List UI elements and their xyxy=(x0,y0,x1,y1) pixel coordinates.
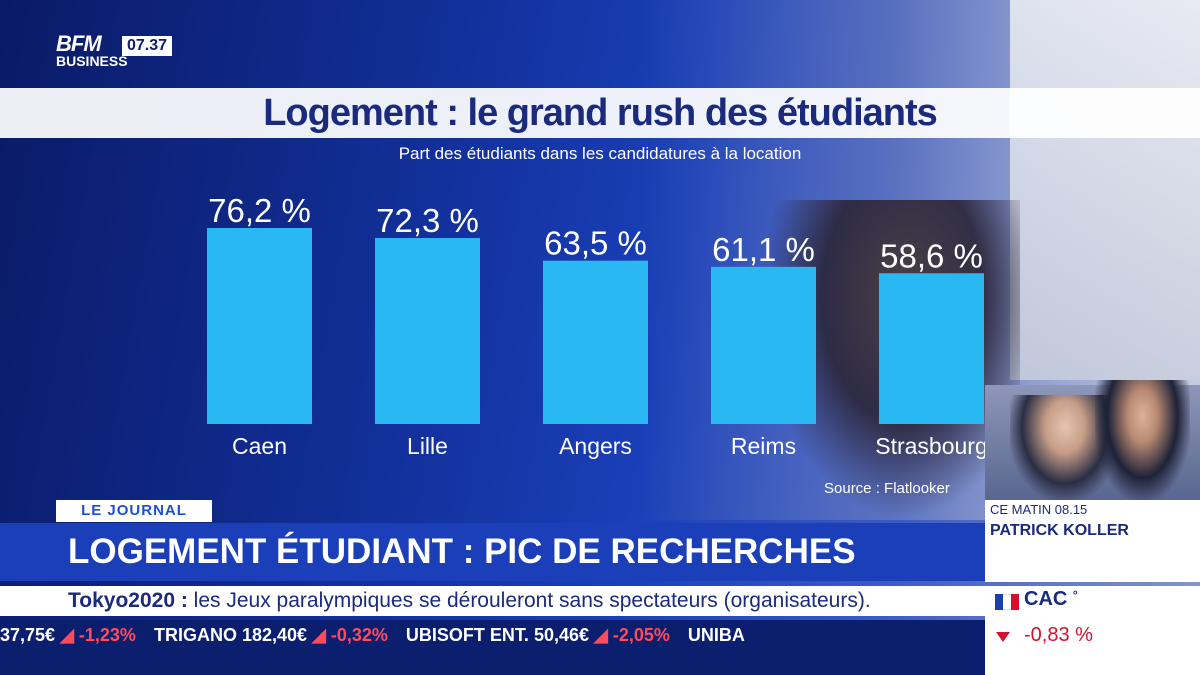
stock-change: ◢ -1,23% xyxy=(60,625,136,645)
value-label-angers: 63,5 % xyxy=(544,225,647,262)
ticker-band xyxy=(0,586,985,616)
news-ticker: Tokyo2020 : les Jeux paralympiques se dé… xyxy=(68,588,871,614)
title-band xyxy=(0,88,1200,138)
channel-logo: BFM BUSINESS xyxy=(56,31,128,69)
bar-strasbourg xyxy=(879,273,984,424)
stock-price: 37,75€ xyxy=(0,625,61,645)
headline-band xyxy=(0,523,985,581)
guest-right xyxy=(1095,380,1190,500)
stock-price: 50,46€ xyxy=(533,625,594,645)
category-label-lille: Lille xyxy=(407,433,448,459)
value-label-caen: 76,2 % xyxy=(208,192,311,229)
background-window xyxy=(1010,0,1200,380)
category-label-caen: Caen xyxy=(232,433,287,459)
stock-name: TRIGANO xyxy=(153,625,242,645)
category-label-strasbourg: Strasbourg xyxy=(875,433,988,459)
down-arrow-icon xyxy=(996,632,1010,642)
stocks-band xyxy=(0,620,985,648)
chart-subtitle: Part des étudiants dans les candidatures… xyxy=(398,144,802,163)
chart-source: Source : Flatlooker xyxy=(824,480,950,497)
stock-price: 182,40€ xyxy=(241,625,313,645)
bar-lille xyxy=(375,238,480,424)
ticker-label: Tokyo2020 : xyxy=(68,589,188,612)
stock-ticker: 37,75€ ◢ -1,23% TRIGANO 182,40€ ◢ -0,32% U… xyxy=(0,622,985,648)
bar-chart: 76,2 % Caen 72,3 % Lille 63,5 % Angers 61,1 % R… xyxy=(207,192,988,459)
bar-angers xyxy=(543,260,648,424)
logo-business-text: BUSINESS xyxy=(56,53,128,69)
stock-name: UBISOFT ENT. xyxy=(405,625,534,645)
clock: 07.37 xyxy=(122,36,173,56)
stock-change: ◢ -2,05% xyxy=(594,625,670,645)
index-panel xyxy=(985,586,1200,675)
index-name: CAC ° xyxy=(1024,588,1078,610)
value-label-strasbourg: 58,6 % xyxy=(880,237,983,274)
bottom-band xyxy=(0,648,985,675)
stock-item: TRIGANO 182,40€ ◢ -0,32% xyxy=(154,622,388,648)
chart-title: Logement : le grand rush des étudiants xyxy=(263,92,938,134)
ticker-text: les Jeux paralympiques se dérouleront sa… xyxy=(187,589,871,612)
bar-reims xyxy=(711,266,816,424)
stock-name: UNIBA xyxy=(687,625,745,645)
value-label-reims: 61,1 % xyxy=(712,231,815,268)
index-change: -0,83 % xyxy=(1024,624,1093,646)
france-flag-icon xyxy=(995,594,1019,610)
headline: LOGEMENT ÉTUDIANT : PIC DE RECHERCHES xyxy=(68,532,856,571)
bar-caen xyxy=(207,228,312,424)
show-time: CE MATIN 08.15 xyxy=(990,502,1088,517)
category-label-reims: Reims xyxy=(731,433,796,459)
stock-item: UBISOFT ENT. 50,46€ ◢ -2,05% xyxy=(406,622,670,648)
value-label-lille: 72,3 % xyxy=(376,202,479,239)
category-label-angers: Angers xyxy=(559,433,632,459)
stock-item: UNIBA xyxy=(688,622,745,648)
show-host: PATRICK KOLLER xyxy=(990,522,1129,539)
program-tag: LE JOURNAL xyxy=(56,500,212,522)
show-card xyxy=(985,500,1200,582)
stock-item: 37,75€ ◢ -1,23% xyxy=(0,622,136,648)
stock-change: ◢ -0,32% xyxy=(312,625,388,645)
logo-bfm-text: BFM xyxy=(56,31,102,56)
